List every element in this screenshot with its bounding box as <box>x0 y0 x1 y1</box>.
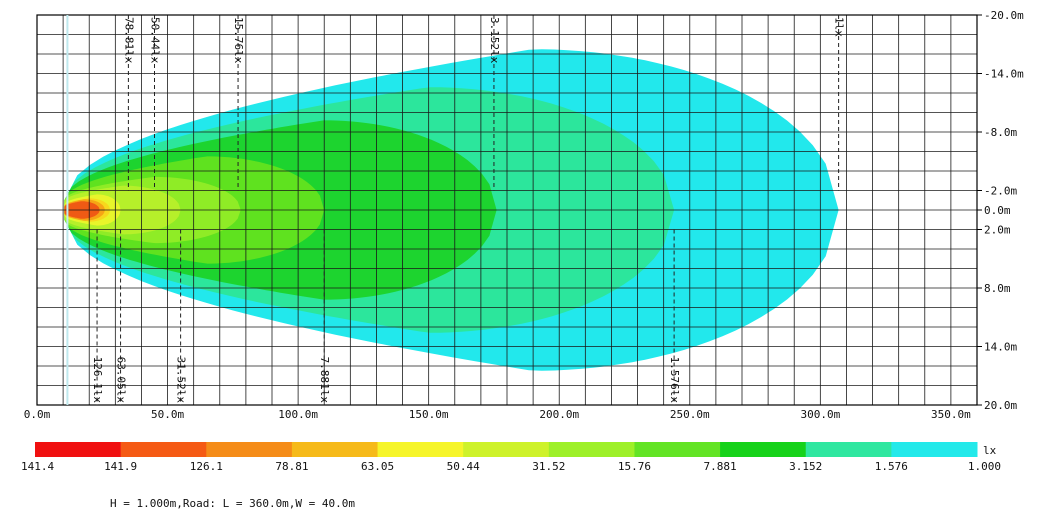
x-tick-label: 100.0m <box>278 408 318 421</box>
legend-swatch <box>891 442 978 457</box>
y-tick-label: 20.0m <box>984 399 1017 412</box>
isolux-label: 50.44lx <box>149 17 162 64</box>
color-legend: 141.4 141.9 126.1 78.81 63.05 50.44 31.52 15.76… <box>21 442 1001 473</box>
legend-swatch <box>377 442 464 457</box>
legend-swatch <box>720 442 807 457</box>
legend-swatch <box>206 442 293 457</box>
x-tick-label: 0.0m <box>24 408 51 421</box>
y-tick-label: 8.0m <box>984 282 1011 295</box>
legend-swatch <box>634 442 721 457</box>
legend-label: 15.76 <box>618 460 651 473</box>
axes: 0.0m 50.0m 100.0m 150.0m 200.0m 250.0m 300.0m 3… <box>24 9 1024 421</box>
isolux-label: 3.152lx <box>488 17 501 64</box>
legend-label: 126.1 <box>190 460 223 473</box>
isolux-lines: 78.81lx 50.44lx 15.76lx 3.152lx 1lx 126.1lx 63… <box>91 15 846 405</box>
isolux-label: 63.05lx <box>115 357 128 404</box>
legend-label: 141.4 <box>21 460 54 473</box>
x-tick-label: 200.0m <box>539 408 579 421</box>
legend-label: 50.44 <box>447 460 480 473</box>
isolux-label: 78.81lx <box>122 17 135 64</box>
legend-label: 78.81 <box>275 460 308 473</box>
y-tick-label: 2.0m <box>984 224 1011 237</box>
legend-label: 1.576 <box>875 460 908 473</box>
footer-caption: H = 1.000m,Road: L = 360.0m,W = 40.0m <box>110 497 355 510</box>
grid <box>36 14 978 406</box>
legend-label: 63.05 <box>361 460 394 473</box>
legend-swatch <box>548 442 635 457</box>
legend-swatch <box>35 442 122 457</box>
legend-unit: lx <box>983 444 997 457</box>
y-tick-label: -20.0m <box>984 9 1024 22</box>
legend-label: 141.9 <box>104 460 137 473</box>
isolux-label: 15.76lx <box>232 17 245 64</box>
x-tick-label: 150.0m <box>409 408 449 421</box>
y-tick-label: 0.0m <box>984 204 1011 217</box>
legend-swatch <box>463 442 550 457</box>
x-tick-label: 50.0m <box>151 408 184 421</box>
legend-swatch <box>120 442 207 457</box>
legend-label: 1.000 <box>968 460 1001 473</box>
isolux-label: 7.881lx <box>318 357 331 404</box>
y-tick-label: 14.0m <box>984 341 1017 354</box>
y-tick-label: -8.0m <box>984 126 1017 139</box>
isolux-label: 126.1lx <box>91 357 104 404</box>
x-tick-label: 250.0m <box>670 408 710 421</box>
isolux-label: 1.576lx <box>668 357 681 404</box>
y-tick-label: -2.0m <box>984 185 1017 198</box>
x-tick-label: 300.0m <box>800 408 840 421</box>
legend-label: 31.52 <box>532 460 565 473</box>
x-tick-label: 350.0m <box>931 408 971 421</box>
legend-swatch <box>291 442 379 457</box>
y-tick-label: -14.0m <box>984 68 1024 81</box>
isolux-label: 31.52lx <box>175 357 188 404</box>
legend-label: 7.881 <box>704 460 737 473</box>
legend-swatch <box>805 442 892 457</box>
isolux-label: 1lx <box>833 17 846 37</box>
legend-label: 3.152 <box>789 460 822 473</box>
